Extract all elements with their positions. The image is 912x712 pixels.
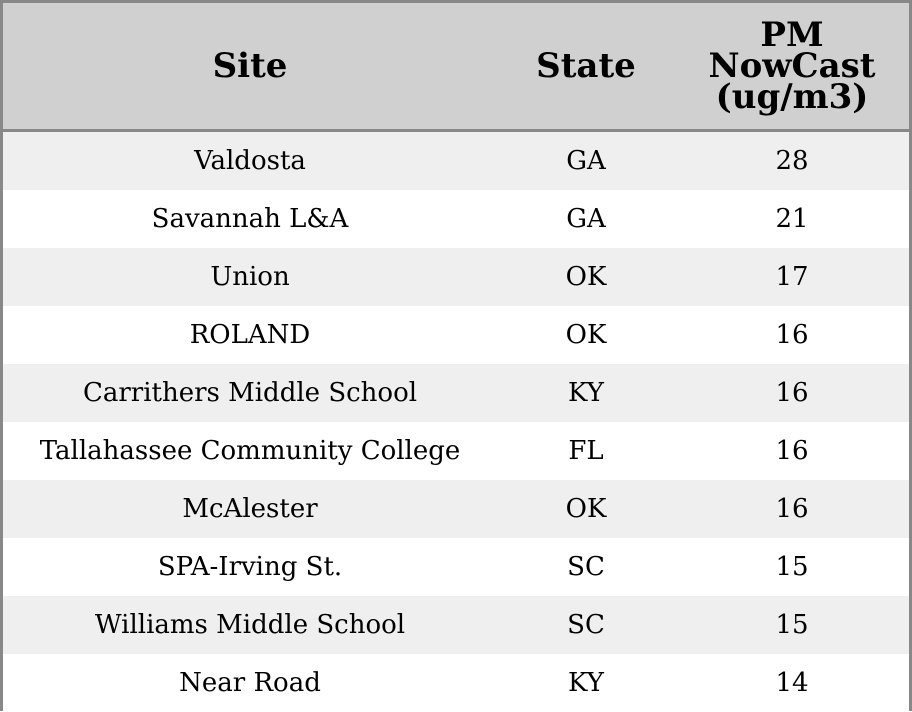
state-cell: GA xyxy=(566,146,606,176)
pm-cell: 15 xyxy=(775,552,809,582)
pm-cell: 14 xyxy=(775,668,809,698)
table-row: Near Road KY 14 xyxy=(3,654,909,712)
state-cell: KY xyxy=(568,378,604,408)
state-cell: SC xyxy=(567,552,605,582)
state-cell: FL xyxy=(568,436,604,466)
site-cell: ROLAND xyxy=(189,320,311,350)
table-row: McAlester OK 16 xyxy=(3,480,909,538)
pm-cell: 16 xyxy=(775,320,809,350)
site-cell: Near Road xyxy=(179,668,321,698)
table-row: Tallahassee Community College FL 16 xyxy=(3,422,909,480)
header-pm-line-1: PM xyxy=(760,14,824,55)
site-cell: Tallahassee Community College xyxy=(39,436,461,466)
header-state: State xyxy=(536,45,636,86)
site-cell: McAlester xyxy=(182,494,318,524)
pm-cell: 21 xyxy=(775,204,809,234)
pm-cell: 16 xyxy=(775,378,809,408)
state-cell: OK xyxy=(565,262,607,292)
table-row: Valdosta GA 28 xyxy=(3,132,909,190)
site-cell: Union xyxy=(210,262,290,292)
site-cell: Carrithers Middle School xyxy=(82,378,418,408)
pm-cell: 17 xyxy=(775,262,809,292)
header-pm-line-3: (ug/m3) xyxy=(715,76,869,117)
state-cell: SC xyxy=(567,610,605,640)
pm-cell: 16 xyxy=(775,494,809,524)
state-cell: KY xyxy=(568,668,604,698)
site-cell: Williams Middle School xyxy=(94,610,406,640)
table-row: Union OK 17 xyxy=(3,248,909,306)
pm-cell: 28 xyxy=(775,146,809,176)
state-cell: OK xyxy=(565,494,607,524)
table-row: SPA-Irving St. SC 15 xyxy=(3,538,909,596)
header-pm-nowcast: PM NowCast (ug/m3) xyxy=(675,3,909,129)
state-cell: GA xyxy=(566,204,606,234)
table-row: Carrithers Middle School KY 16 xyxy=(3,364,909,422)
table-row: ROLAND OK 16 xyxy=(3,306,909,364)
header-pm-line-2: NowCast xyxy=(708,45,876,86)
site-cell: Valdosta xyxy=(194,146,306,176)
table-row: Williams Middle School SC 15 xyxy=(3,596,909,654)
table-header: Site State PM NowCast (ug/m3) xyxy=(3,3,909,132)
site-cell: Savannah L&A xyxy=(151,204,349,234)
site-cell: SPA-Irving St. xyxy=(157,552,343,582)
header-site: Site xyxy=(212,45,288,86)
pm-cell: 16 xyxy=(775,436,809,466)
pm-cell: 15 xyxy=(775,610,809,640)
table-row: Savannah L&A GA 21 xyxy=(3,190,909,248)
state-cell: OK xyxy=(565,320,607,350)
